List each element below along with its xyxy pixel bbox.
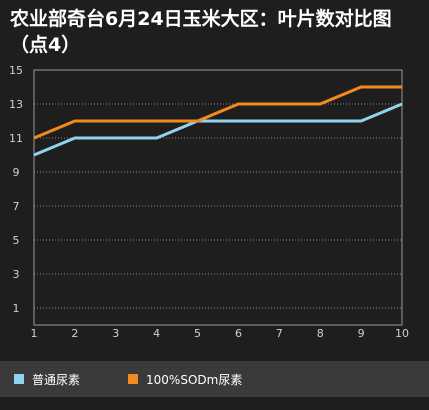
legend-label: 普通尿素	[32, 372, 81, 387]
legend-swatch	[14, 374, 24, 384]
y-tick-label: 5	[13, 234, 20, 247]
x-tick-label: 8	[317, 327, 324, 340]
x-tick-label: 1	[31, 327, 38, 340]
x-tick-label: 9	[358, 327, 365, 340]
legend-label: 100%SODm尿素	[146, 372, 243, 387]
series-lines	[33, 85, 403, 157]
series-line-2	[33, 85, 402, 140]
x-tick-label: 7	[276, 327, 283, 340]
y-tick-label: 13	[9, 98, 23, 111]
y-tick-label: 7	[13, 200, 20, 213]
x-tick-label: 10	[395, 327, 409, 340]
y-tick-label: 3	[13, 268, 20, 281]
y-tick-label: 15	[9, 64, 23, 77]
legend-item-2[interactable]: 100%SODm尿素	[128, 371, 242, 388]
y-tick-label: 1	[13, 302, 20, 315]
legend: 普通尿素 100%SODm尿素	[0, 361, 429, 397]
x-tick-label: 2	[71, 327, 78, 340]
grid-lines	[34, 69, 402, 309]
chart-title: 农业部奇台6月24日玉米大区：叶片数对比图（点4）	[10, 8, 392, 56]
legend-item-1[interactable]: 普通尿素	[14, 371, 80, 388]
x-tick-label: 5	[194, 327, 201, 340]
series-line-1	[33, 102, 403, 157]
y-tick-label: 11	[9, 132, 23, 145]
x-tick-label: 4	[153, 327, 160, 340]
x-axis: 1 2 3 4 5 6 7 8 9 10	[31, 327, 410, 340]
x-tick-label: 6	[235, 327, 242, 340]
x-tick-label: 3	[112, 327, 119, 340]
legend-swatch	[128, 374, 139, 384]
plot-frame	[33, 69, 403, 326]
y-tick-label: 9	[13, 166, 20, 179]
